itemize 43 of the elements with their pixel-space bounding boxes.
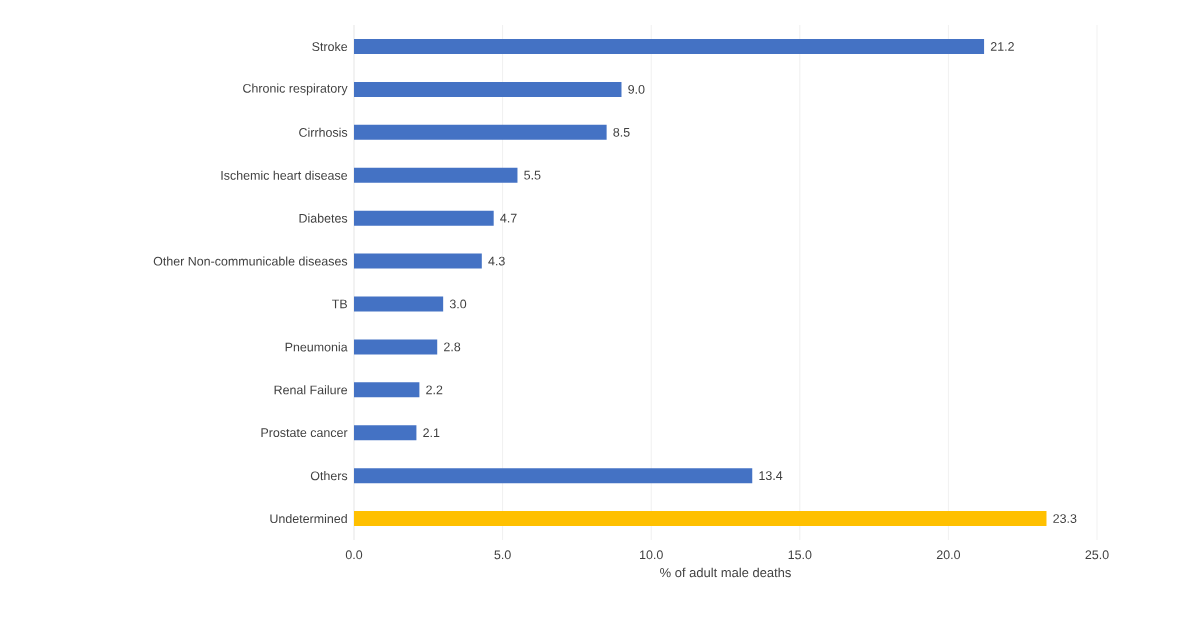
y-tick-label: Undetermined xyxy=(270,513,347,524)
bar xyxy=(354,382,420,398)
data-label: 3.0 xyxy=(449,299,467,309)
x-tick-label: 10.0 xyxy=(640,550,663,560)
y-tick-label: Pneumonia xyxy=(285,342,348,352)
data-label: 2.2 xyxy=(426,385,443,395)
x-tick-label: 5.0 xyxy=(494,550,511,560)
x-tick-label: 25.0 xyxy=(1085,550,1109,560)
bar xyxy=(354,425,417,441)
bar xyxy=(354,253,482,269)
bar xyxy=(354,81,622,97)
data-label: 5.5 xyxy=(524,170,541,180)
y-tick-label: Renal Failure xyxy=(274,385,348,395)
data-label: 2.8 xyxy=(444,342,461,352)
bar xyxy=(354,124,607,140)
data-label: 2.1 xyxy=(423,428,440,438)
y-tick-label: TB xyxy=(332,299,347,309)
data-label: 9.0 xyxy=(628,84,645,94)
data-label: 8.5 xyxy=(613,127,630,137)
bar xyxy=(354,511,1047,527)
bar xyxy=(354,167,518,183)
x-tick-label: 0.0 xyxy=(345,550,363,560)
bar xyxy=(354,38,985,54)
data-label: 21.2 xyxy=(990,42,1014,51)
y-tick-label: Stroke xyxy=(312,41,348,52)
y-tick-label: Cirrhosis xyxy=(299,127,348,137)
y-tick-label: Ischemic heart disease xyxy=(221,170,348,180)
x-tick-label: 15.0 xyxy=(788,550,812,560)
data-label: 13.4 xyxy=(759,471,783,481)
bar xyxy=(354,296,444,312)
data-label: 4.3 xyxy=(488,256,505,266)
data-label: 23.3 xyxy=(1053,514,1077,523)
bar xyxy=(354,339,438,355)
y-tick-label: Prostate cancer xyxy=(261,428,348,438)
bar xyxy=(354,210,494,226)
y-tick-label: Chronic respiratory xyxy=(243,83,348,96)
x-axis-title: % of adult male deaths xyxy=(660,567,791,578)
x-tick-label: 20.0 xyxy=(936,550,961,560)
bar xyxy=(354,468,753,484)
y-tick-label: Others xyxy=(310,471,348,481)
y-tick-label: Other Non-communicable diseases xyxy=(153,256,348,266)
y-tick-label: Diabetes xyxy=(299,213,348,223)
data-label: 4.7 xyxy=(500,213,517,223)
